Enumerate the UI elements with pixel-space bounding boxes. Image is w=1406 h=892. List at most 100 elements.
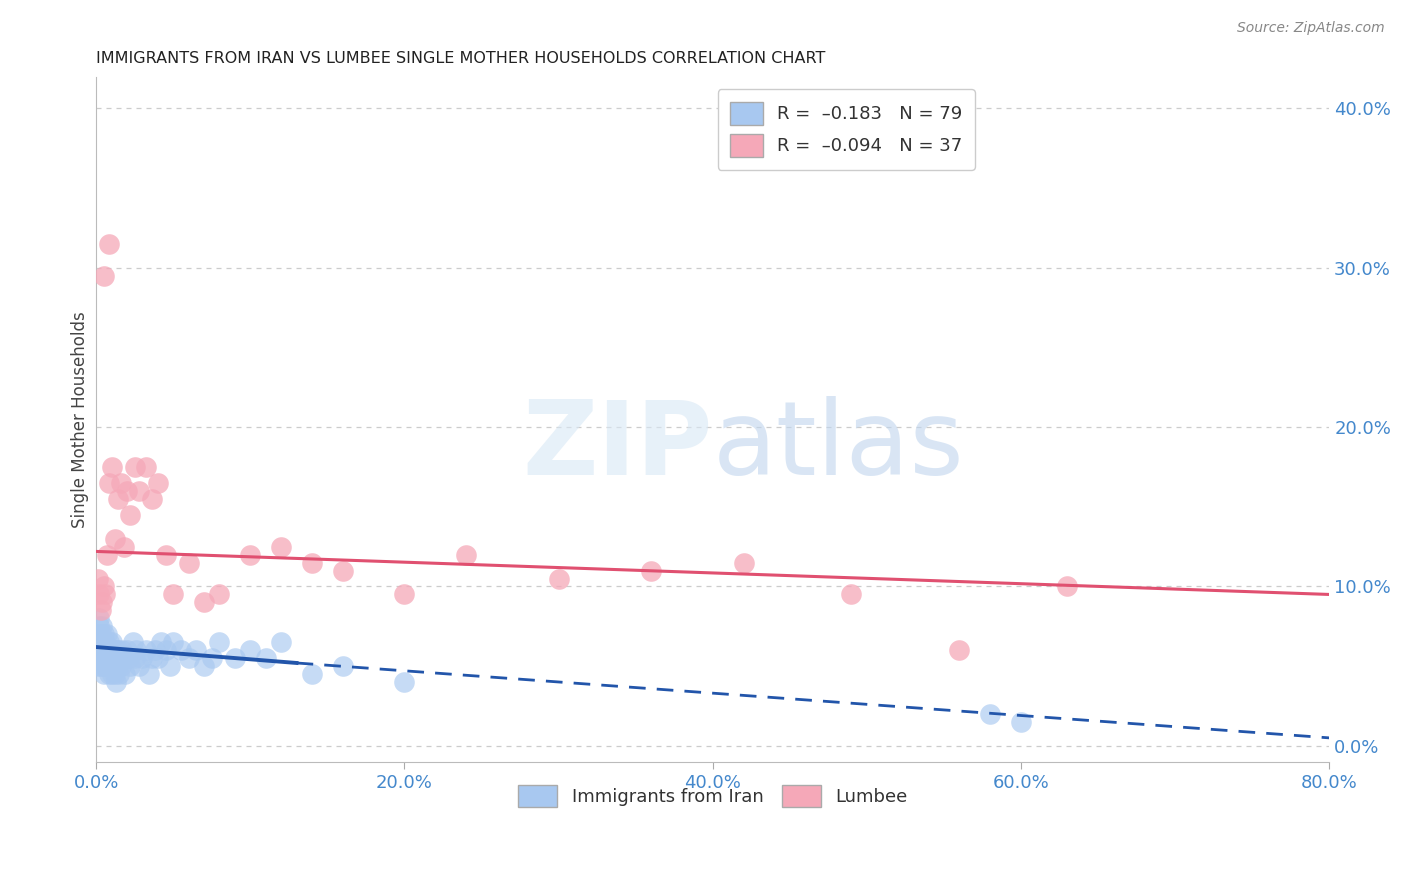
Point (105, 675, 128, 690)
Point (89, 611, 111, 625)
Point (100, 667, 122, 681)
Point (254, 651, 277, 665)
Point (733, 556, 755, 570)
Point (87, 659, 110, 673)
Point (115, 643, 138, 657)
Point (146, 475, 169, 490)
Point (162, 635, 184, 649)
Point (948, 643, 970, 657)
Point (89, 651, 111, 665)
Point (239, 643, 262, 657)
Point (114, 667, 136, 681)
Point (170, 643, 193, 657)
Point (96, 651, 118, 665)
Point (87, 627, 110, 641)
Point (94, 587, 117, 601)
Point (201, 651, 224, 665)
Point (138, 667, 160, 681)
Point (100, 651, 122, 665)
Point (124, 460, 146, 475)
Point (98, 659, 121, 673)
Point (1056, 579, 1078, 593)
Point (149, 635, 172, 649)
Point (186, 643, 208, 657)
Point (120, 659, 142, 673)
Text: atlas: atlas (713, 396, 965, 497)
Point (104, 532, 127, 546)
Point (96, 627, 118, 641)
Point (155, 643, 177, 657)
Point (239, 548, 262, 562)
Point (456, 548, 478, 562)
Point (224, 651, 246, 665)
Point (143, 643, 166, 657)
Point (97, 635, 120, 649)
Point (177, 651, 200, 665)
Point (301, 556, 323, 570)
Point (112, 540, 135, 554)
Point (93, 635, 115, 649)
Point (193, 595, 215, 609)
Point (96, 659, 118, 673)
Text: ZIP: ZIP (523, 396, 713, 497)
Point (547, 572, 569, 586)
Point (108, 667, 131, 681)
Point (332, 659, 354, 673)
Point (394, 675, 416, 690)
Point (332, 564, 354, 578)
Point (90, 627, 112, 641)
Point (162, 587, 184, 601)
Point (94, 635, 117, 649)
Point (128, 659, 150, 673)
Point (100, 635, 122, 649)
Point (90, 635, 112, 649)
Point (107, 659, 129, 673)
Point (107, 643, 129, 657)
Point (90, 643, 112, 657)
Point (100, 460, 122, 475)
Point (89, 635, 111, 649)
Point (93, 579, 115, 593)
Point (93, 268, 115, 283)
Point (208, 587, 231, 601)
Point (120, 508, 142, 522)
Point (93, 667, 115, 681)
Point (110, 659, 132, 673)
Text: Source: ZipAtlas.com: Source: ZipAtlas.com (1237, 21, 1385, 36)
Point (1010, 714, 1032, 729)
Point (270, 540, 292, 554)
Point (640, 564, 662, 578)
Point (301, 667, 323, 681)
Point (394, 587, 416, 601)
Point (97, 667, 120, 681)
Point (122, 635, 145, 649)
Point (101, 659, 124, 673)
Point (111, 643, 134, 657)
Point (141, 651, 163, 665)
Point (93, 627, 115, 641)
Point (94, 643, 117, 657)
Point (208, 635, 231, 649)
Point (91, 651, 114, 665)
Point (193, 659, 215, 673)
Point (104, 651, 127, 665)
Point (155, 548, 177, 562)
Point (97, 236, 120, 251)
Point (93, 659, 115, 673)
Point (134, 643, 156, 657)
Point (89, 619, 111, 633)
Point (97, 651, 120, 665)
Point (115, 483, 138, 498)
Point (110, 475, 132, 490)
Point (112, 651, 135, 665)
Point (91, 643, 114, 657)
Point (841, 587, 863, 601)
Point (159, 659, 181, 673)
Point (128, 483, 150, 498)
Point (105, 643, 128, 657)
Point (94, 651, 117, 665)
Point (107, 491, 129, 506)
Point (141, 491, 163, 506)
Text: IMMIGRANTS FROM IRAN VS LUMBEE SINGLE MOTHER HOUSEHOLDS CORRELATION CHART: IMMIGRANTS FROM IRAN VS LUMBEE SINGLE MO… (96, 51, 825, 66)
Point (108, 651, 131, 665)
